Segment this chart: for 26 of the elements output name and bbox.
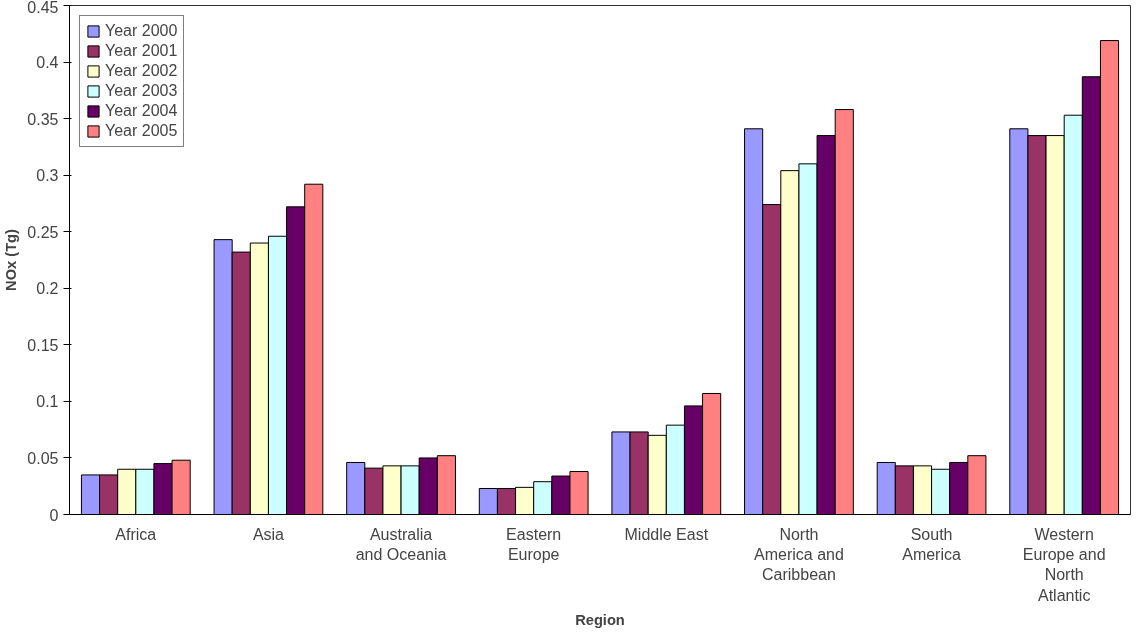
- x-tick-label: South America: [902, 525, 961, 563]
- y-tick-label: 0.05: [27, 449, 59, 467]
- y-tick-label: 0.35: [27, 110, 59, 128]
- y-tick-label: 0.15: [27, 336, 59, 354]
- y-tick-label: 0.25: [27, 223, 59, 241]
- x-tick-label: North America and Caribbean: [754, 525, 844, 584]
- y-tick-label: 0.3: [36, 167, 59, 185]
- y-tick-label: 0.45: [27, 0, 59, 16]
- legend-label: Year 2002: [105, 62, 178, 80]
- y-tick-label: 0: [49, 506, 59, 524]
- x-tick-label: Africa: [115, 525, 157, 543]
- x-tick-label: Middle East: [624, 525, 709, 543]
- y-axis-title: NOx (Tg): [3, 228, 20, 291]
- y-tick-label: 0.1: [36, 393, 59, 411]
- x-tick-label: Western Europe and North Atlantic: [1022, 525, 1106, 604]
- legend-label: Year 2003: [105, 82, 178, 100]
- x-tick-label: Eastern Europe: [506, 525, 562, 563]
- legend-label: Year 2004: [105, 102, 178, 120]
- x-axis-title: Region: [575, 611, 625, 628]
- y-tick-label: 0.4: [36, 54, 59, 72]
- legend-label: Year 2000: [105, 22, 178, 40]
- y-tick-label: 0.2: [36, 280, 59, 298]
- legend-label: Year 2001: [105, 42, 178, 60]
- legend-label: Year 2005: [105, 122, 178, 140]
- x-tick-label: Asia: [252, 525, 285, 543]
- x-tick-label: Australia and Oceania: [355, 525, 447, 563]
